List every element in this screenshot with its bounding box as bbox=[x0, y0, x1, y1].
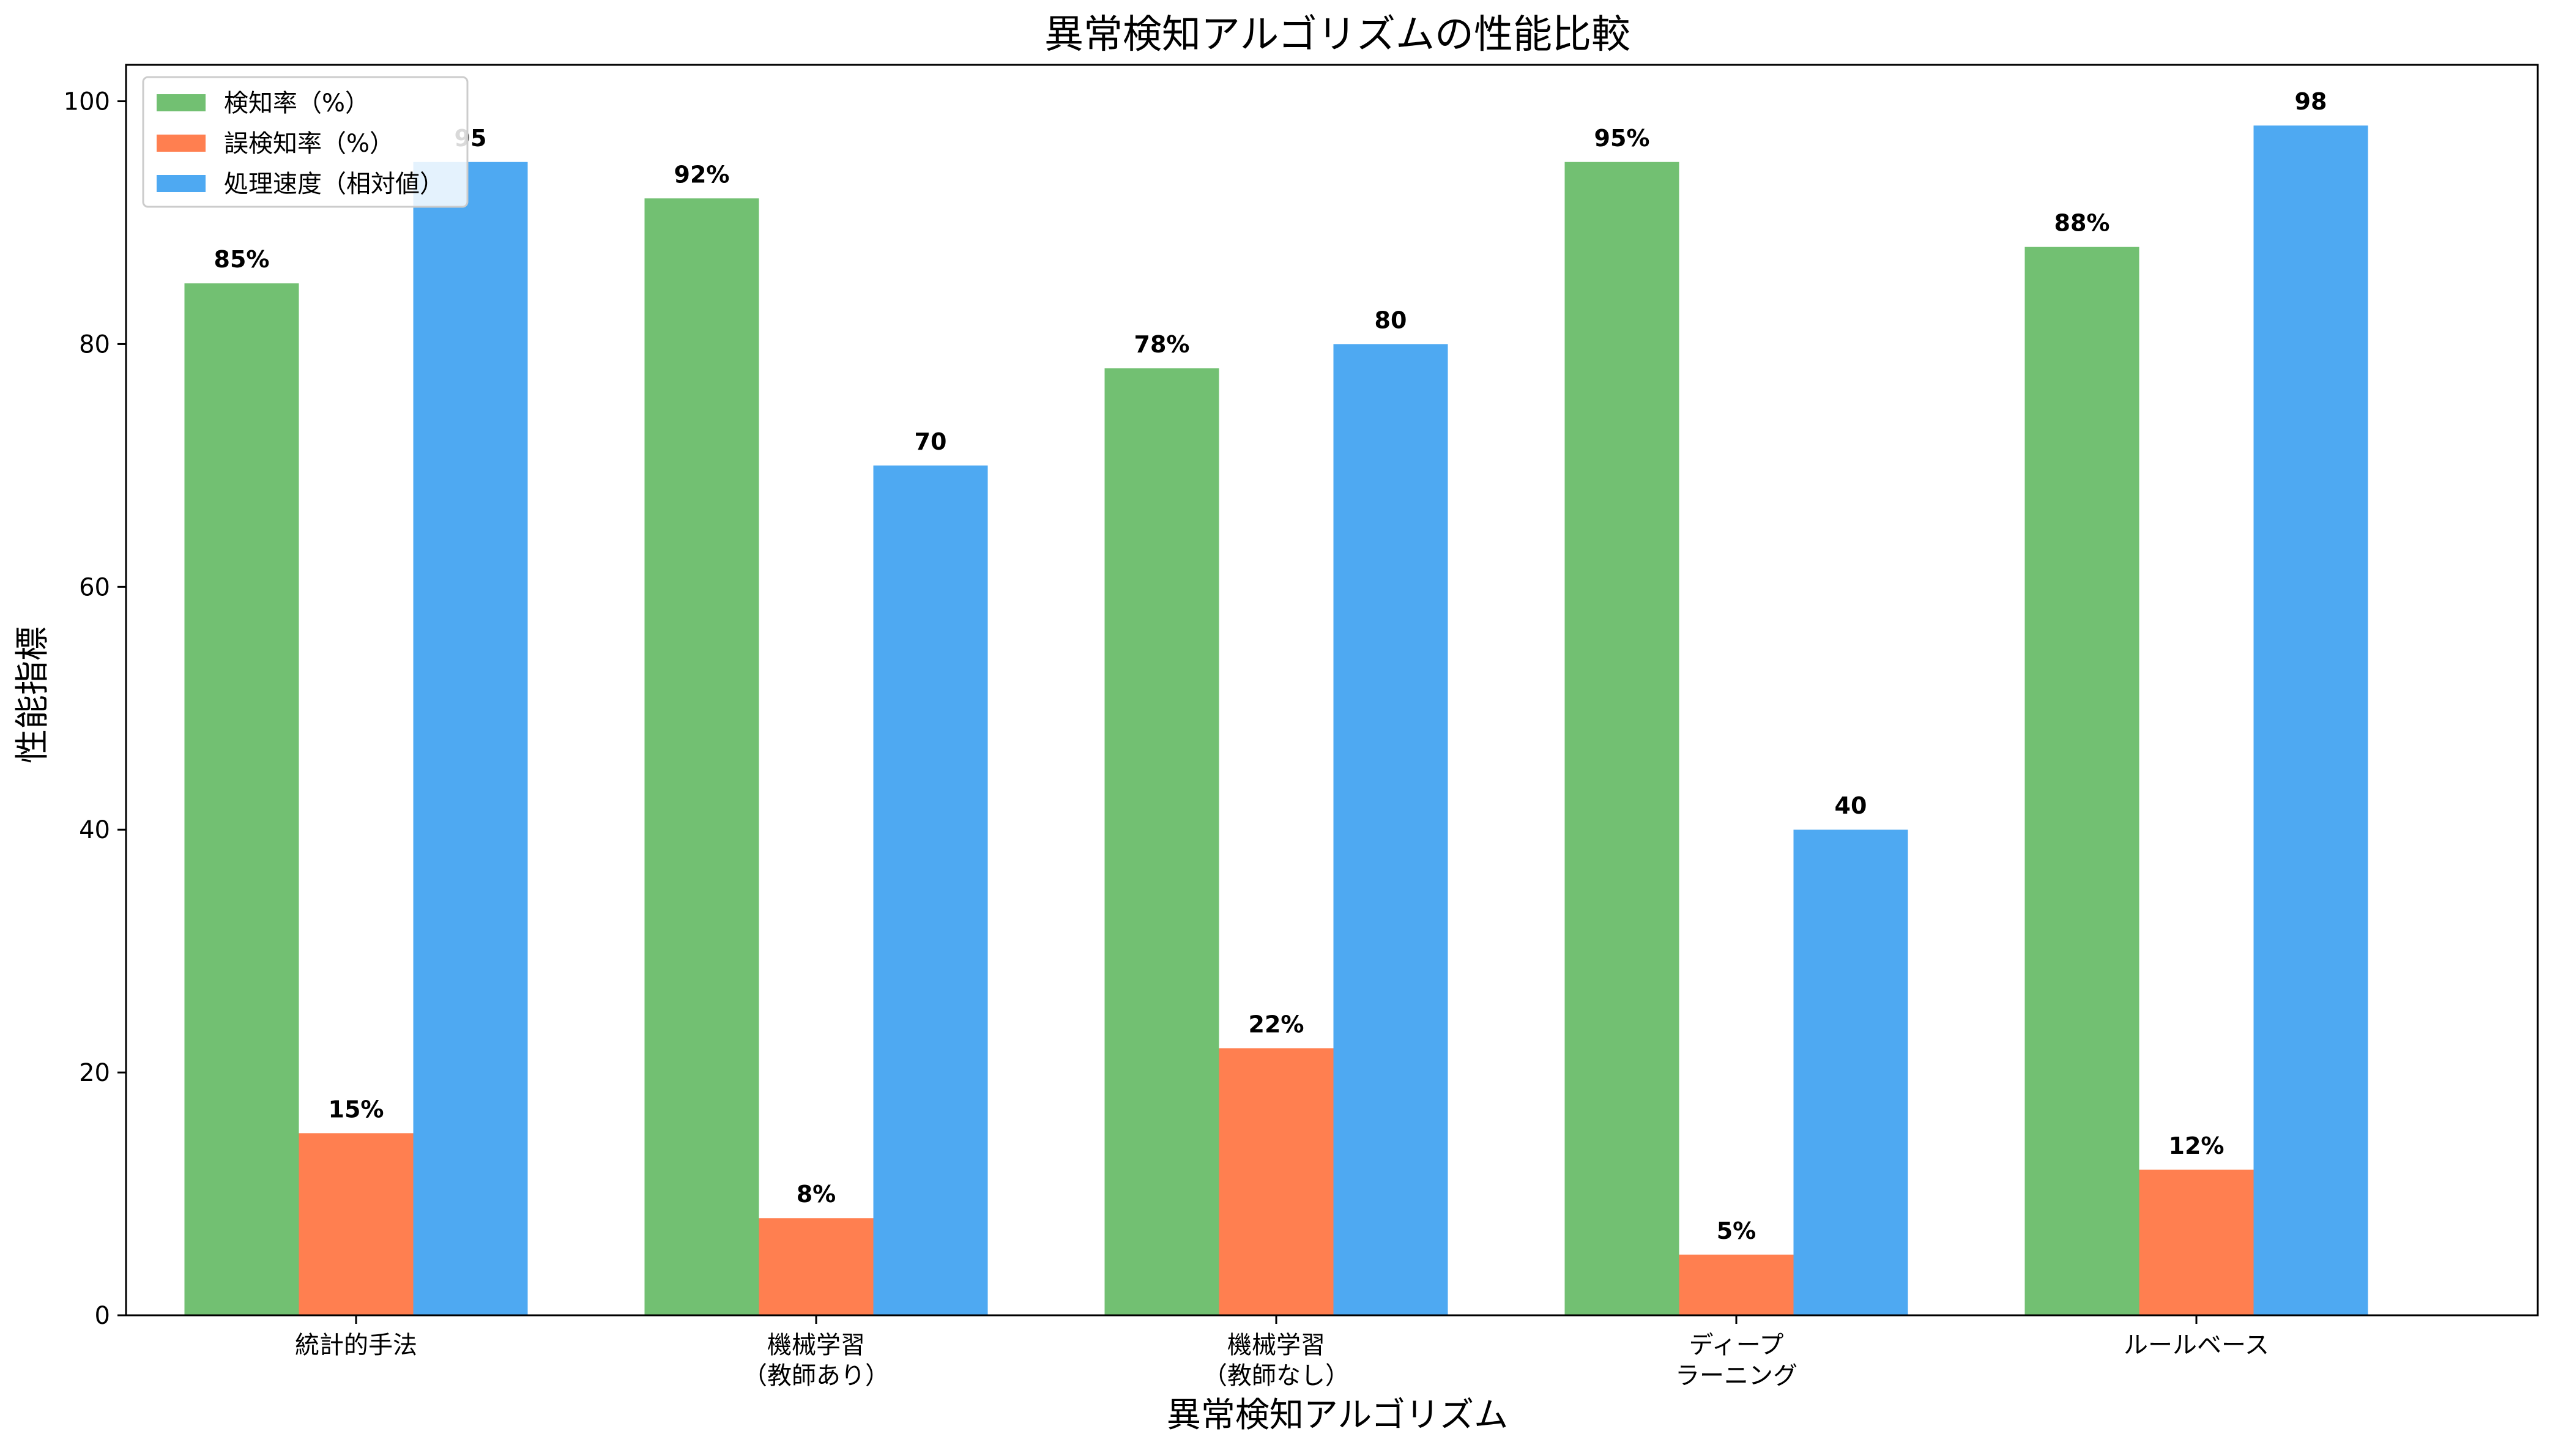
x-tick-label-2-0: 機械学習 bbox=[1227, 1331, 1325, 1359]
y-tick-label-1: 20 bbox=[79, 1059, 110, 1087]
legend: 検知率（%） 誤検知率（%） 処理速度（相対値） bbox=[142, 76, 469, 208]
x-tick-label-3-1: ラーニング bbox=[1675, 1362, 1797, 1390]
x-axis-label: 異常検知アルゴリズム bbox=[1167, 1395, 1508, 1435]
x-tick-label-3-0: ディープ bbox=[1689, 1331, 1784, 1359]
bar-series-2-cat-1 bbox=[873, 465, 988, 1315]
legend-box bbox=[142, 76, 469, 208]
bar-series-1-cat-2 bbox=[1219, 1048, 1334, 1315]
plot-frame bbox=[125, 64, 2539, 1317]
bar-series-0-cat-3 bbox=[1564, 162, 1679, 1315]
legend-swatch-1 bbox=[157, 135, 206, 152]
bar-series-1-cat-0 bbox=[299, 1133, 414, 1315]
x-tick-label-0-0: 統計的手法 bbox=[295, 1331, 417, 1359]
bar-series-2-cat-3 bbox=[1793, 830, 1908, 1315]
legend-swatch-2 bbox=[157, 175, 206, 192]
data-label-series-0-cat-0: 85% bbox=[214, 246, 270, 273]
data-label-series-2-cat-3: 40 bbox=[1835, 792, 1867, 819]
x-tick-label-1-0: 機械学習 bbox=[767, 1331, 865, 1359]
legend-swatch-0 bbox=[157, 94, 206, 111]
legend-label-0: 検知率（%） bbox=[224, 89, 370, 117]
data-label-series-0-cat-1: 92% bbox=[674, 161, 730, 188]
bar-series-0-cat-4 bbox=[2024, 247, 2139, 1315]
data-label-series-2-cat-4: 98 bbox=[2295, 88, 2327, 115]
y-tick-label-0: 0 bbox=[95, 1302, 110, 1330]
y-axis-label: 性能指標 bbox=[13, 626, 53, 763]
data-label-series-1-cat-0: 15% bbox=[329, 1096, 384, 1123]
bar-series-2-cat-0 bbox=[413, 162, 528, 1315]
data-label-series-0-cat-2: 78% bbox=[1134, 331, 1190, 358]
data-label-series-2-cat-2: 80 bbox=[1375, 306, 1407, 333]
chart-title: 異常検知アルゴリズムの性能比較 bbox=[1044, 12, 1630, 58]
bar-series-2-cat-2 bbox=[1333, 344, 1448, 1315]
bar-series-1-cat-3 bbox=[1679, 1254, 1794, 1315]
bar-series-1-cat-4 bbox=[2139, 1169, 2254, 1315]
y-tick-label-4: 80 bbox=[79, 330, 110, 358]
data-label-series-1-cat-4: 12% bbox=[2169, 1132, 2225, 1159]
y-tick-label-3: 60 bbox=[79, 573, 110, 601]
x-tick-label-2-1: （教師なし） bbox=[1203, 1362, 1350, 1390]
data-label-series-0-cat-4: 88% bbox=[2054, 210, 2110, 237]
data-label-series-2-cat-1: 70 bbox=[915, 428, 947, 455]
data-label-series-1-cat-3: 5% bbox=[1717, 1217, 1756, 1244]
legend-label-2: 処理速度（相対値） bbox=[224, 170, 444, 198]
bar-series-1-cat-1 bbox=[759, 1218, 874, 1315]
plot-area: 85%92%78%95%88%15%8%22%5%12%957080409802… bbox=[64, 64, 2539, 1390]
x-tick-label-1-1: （教師あり） bbox=[743, 1362, 890, 1390]
bar-series-0-cat-2 bbox=[1104, 368, 1219, 1316]
data-label-series-1-cat-2: 22% bbox=[1249, 1011, 1304, 1038]
legend-label-1: 誤検知率（%） bbox=[224, 130, 394, 158]
y-tick-label-2: 40 bbox=[79, 816, 110, 844]
data-label-series-0-cat-3: 95% bbox=[1594, 125, 1650, 152]
bar-series-0-cat-1 bbox=[644, 198, 759, 1315]
x-tick-label-4-0: ルールベース bbox=[2124, 1331, 2269, 1359]
data-label-series-1-cat-1: 8% bbox=[797, 1181, 836, 1208]
bar-series-2-cat-4 bbox=[2253, 125, 2368, 1316]
bar-series-0-cat-0 bbox=[184, 283, 299, 1316]
y-tick-label-5: 100 bbox=[64, 88, 110, 116]
